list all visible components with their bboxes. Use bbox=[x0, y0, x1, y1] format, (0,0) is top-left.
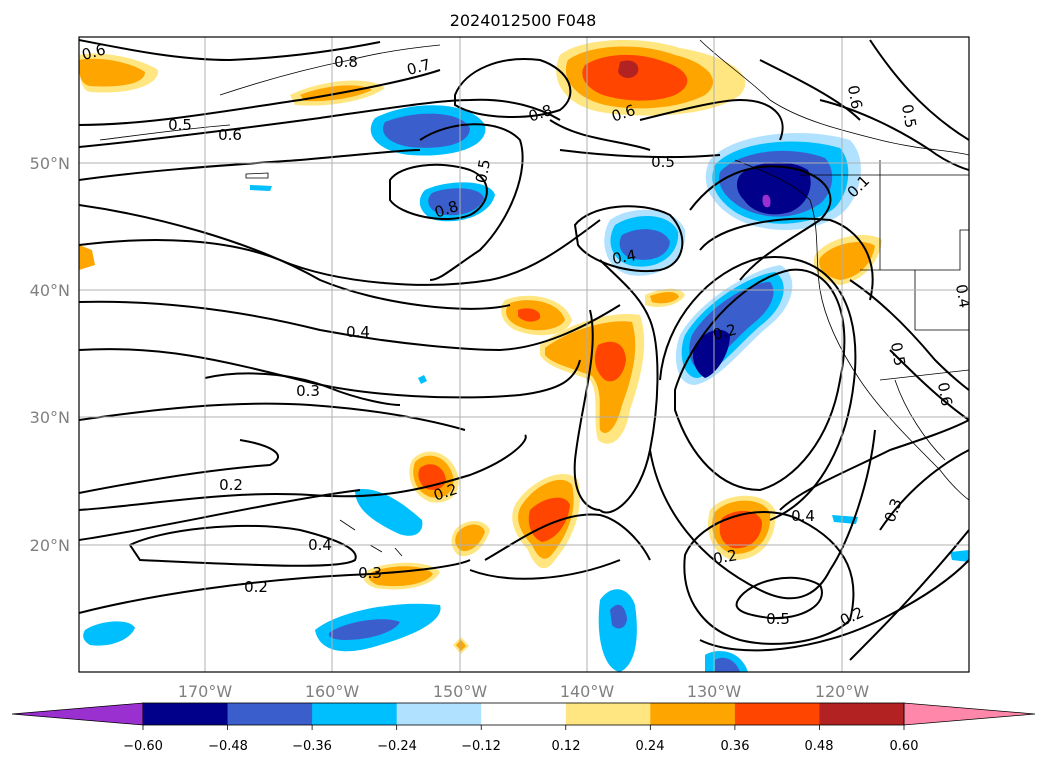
colorbar-tick-label: −0.60 bbox=[123, 739, 163, 754]
coastlines bbox=[99, 39, 969, 557]
colorbar-segment bbox=[650, 703, 736, 725]
colorbar-segment bbox=[312, 703, 398, 725]
lon-label: 160°W bbox=[305, 682, 360, 701]
lon-label: 140°W bbox=[560, 682, 615, 701]
colorbar-segment bbox=[227, 703, 313, 725]
lat-label: 50°N bbox=[30, 154, 70, 173]
contour-label: 0.6 bbox=[218, 126, 242, 144]
colorbar-segments bbox=[11, 702, 1036, 726]
contour-label: 0.6 bbox=[80, 40, 108, 64]
colorbar-tick-label: 0.12 bbox=[552, 739, 581, 754]
colorbar-segment bbox=[143, 703, 229, 725]
map-title: 2024012500 F048 bbox=[450, 11, 597, 30]
contour-label: 0.4 bbox=[611, 246, 638, 268]
contour-label: 0.4 bbox=[952, 283, 974, 310]
contour-label: 0.5 bbox=[898, 103, 920, 130]
shaded-regions bbox=[79, 39, 969, 672]
colorbar-segment bbox=[565, 703, 651, 725]
contour-label: 0.7 bbox=[405, 55, 433, 79]
lon-label: 120°W bbox=[815, 682, 870, 701]
contour-label: 0.5 bbox=[766, 610, 790, 628]
contour-label: 0.2 bbox=[244, 578, 268, 596]
lat-label: 40°N bbox=[30, 281, 70, 300]
lon-label: 130°W bbox=[687, 682, 742, 701]
contour-label: 0.2 bbox=[712, 546, 739, 568]
contour-label: 0.8 bbox=[334, 53, 358, 71]
contour-lines bbox=[79, 39, 969, 661]
contour-label: 0.2 bbox=[711, 320, 739, 344]
colorbar-tick-label: 0.36 bbox=[721, 739, 750, 754]
colorbar-tick-label: −0.12 bbox=[461, 739, 501, 754]
contour-label: 0.4 bbox=[346, 323, 370, 341]
colorbar-segment bbox=[819, 703, 905, 725]
lon-label: 170°W bbox=[178, 682, 233, 701]
contour-label: 0.4 bbox=[308, 536, 332, 554]
colorbar-segment bbox=[481, 703, 567, 725]
colorbar-segment bbox=[734, 703, 820, 725]
colorbar-tick-label: −0.36 bbox=[292, 739, 332, 754]
contour-label: 0.5 bbox=[472, 158, 494, 185]
colorbar-ticks bbox=[142, 725, 905, 730]
grid-lines bbox=[79, 37, 969, 672]
contour-label: 0.6 bbox=[934, 381, 956, 408]
colorbar-extend-low bbox=[11, 702, 144, 726]
contour-label: 0.2 bbox=[219, 476, 243, 494]
colorbar-segment bbox=[396, 703, 482, 725]
contour-label: 0.5 bbox=[168, 116, 192, 134]
contour-label: 0.5 bbox=[651, 153, 675, 171]
map-frame bbox=[78, 36, 970, 673]
colorbar-tick-label: 0.24 bbox=[636, 739, 665, 754]
colorbar-tick-label: −0.24 bbox=[377, 739, 417, 754]
contour-label: 0.3 bbox=[296, 382, 320, 400]
colorbar-tick-label: 0.48 bbox=[805, 739, 834, 754]
contour-label: 0.6 bbox=[844, 84, 866, 111]
colorbar-frame bbox=[142, 702, 905, 726]
lon-label: 150°W bbox=[433, 682, 488, 701]
lat-label: 30°N bbox=[30, 408, 70, 427]
contour-label: 0.3 bbox=[358, 564, 382, 582]
colorbar-extend-high bbox=[903, 702, 1036, 726]
colorbar-tick-label: 0.60 bbox=[890, 739, 919, 754]
colorbar: −0.60 −0.48 −0.36 −0.24 −0.12 0.12 0.24 … bbox=[11, 702, 1036, 754]
colorbar-tick-label: −0.48 bbox=[208, 739, 248, 754]
contour-label: 0.5 bbox=[887, 341, 909, 368]
lat-label: 20°N bbox=[30, 536, 70, 555]
contour-label: 0.4 bbox=[791, 507, 815, 525]
